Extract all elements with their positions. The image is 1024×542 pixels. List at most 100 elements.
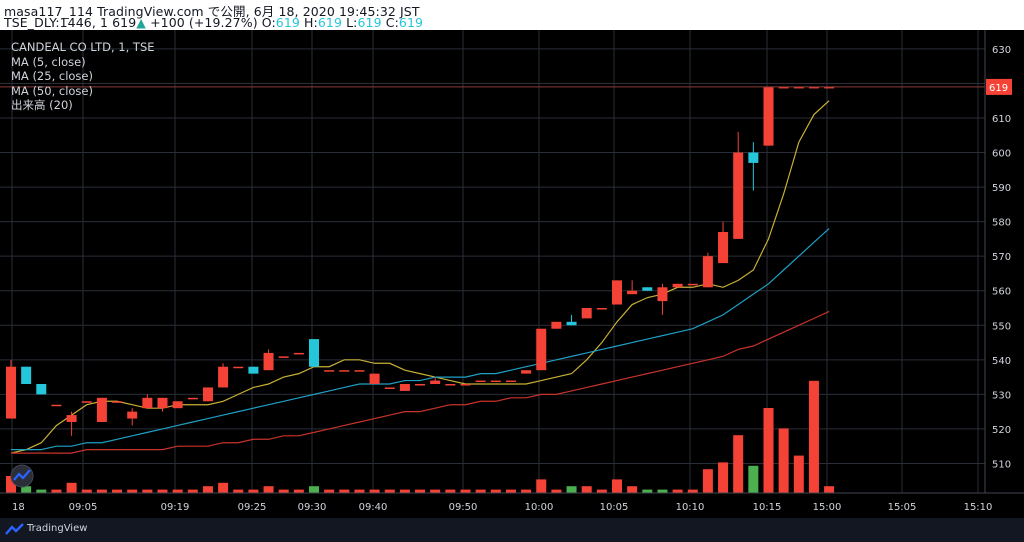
ma-line-3: [11, 310, 830, 454]
time-tick-label: 09:05: [69, 502, 98, 513]
candle-body: [263, 352, 274, 371]
candle-body: [415, 384, 426, 386]
axes: 6306206106005905805705605505405305205106…: [0, 30, 1024, 518]
candle-body: [142, 397, 153, 409]
candlestick-chart[interactable]: 6306206106005905805705605505405305205106…: [0, 30, 1024, 518]
time-tick-label: 18: [12, 502, 25, 513]
volume-bar: [202, 486, 213, 493]
volume-bar: [566, 486, 577, 493]
high-label: H:: [304, 15, 318, 30]
price-tick-label: 530: [992, 390, 1011, 401]
candle-body: [430, 380, 441, 384]
grid: [0, 30, 985, 493]
candle-body: [324, 370, 335, 372]
time-tick-label: 15:00: [813, 502, 842, 513]
price-tick-label: 560: [992, 287, 1011, 298]
candle-body: [475, 380, 486, 383]
legend-ma25: MA (25, close): [11, 69, 93, 84]
price-tick-label: 580: [992, 218, 1011, 229]
close-value: 619: [398, 15, 424, 30]
publish-info: masa117_114 TradingView.com で公開, 6月 18, …: [4, 4, 420, 19]
candle-body: [566, 321, 577, 326]
chart-area[interactable]: 6306206106005905805705605505405305205106…: [0, 30, 1024, 518]
candle-body: [672, 283, 683, 288]
candle-body: [233, 366, 244, 369]
candle-body: [21, 366, 32, 384]
volume-bar: [233, 489, 244, 493]
price-tick-label: 600: [992, 149, 1011, 160]
candle-body: [399, 384, 410, 391]
price-tick-label: 610: [992, 114, 1011, 125]
volume-bar: [536, 479, 547, 493]
volume-bar: [263, 486, 274, 493]
time-tick-label: 10:05: [600, 502, 629, 513]
volume-bar: [6, 476, 16, 493]
candle-body: [824, 86, 835, 89]
time-axis-bg: [0, 493, 1024, 518]
candle-body: [278, 356, 289, 358]
volume-bar: [354, 489, 365, 493]
chart-logo-icon: [10, 464, 34, 488]
candle-body: [521, 370, 532, 374]
high-value: 619: [317, 15, 343, 30]
candle-body: [733, 152, 744, 239]
candle-body: [309, 339, 319, 367]
candle-body: [612, 280, 622, 305]
volume-bar: [657, 489, 668, 493]
time-tick-label: 10:00: [525, 502, 554, 513]
candle-body: [66, 415, 77, 422]
volume-bar: [521, 489, 532, 493]
volume-bar: [551, 489, 562, 493]
candle-body: [581, 308, 592, 319]
volume-bar: [96, 489, 107, 493]
volume-bar: [460, 489, 471, 493]
candle-body: [793, 86, 804, 89]
candle-body: [218, 366, 229, 388]
time-tick-label: 10:10: [676, 502, 705, 513]
volume-bar: [339, 489, 350, 493]
volume-bar: [248, 489, 259, 493]
volume-bar: [51, 489, 62, 493]
last-price-tag: [986, 78, 1012, 95]
candle-body: [369, 373, 380, 384]
chart-legend: CANDEAL CO LTD, 1, TSE MA (5, close) MA …: [11, 40, 155, 113]
volume-bar: [445, 489, 456, 493]
symbol-price: TSE_DLY:1446, 1 619: [4, 15, 137, 30]
candles: [6, 86, 835, 436]
tradingview-logo-icon: [5, 523, 24, 535]
volume-bar: [763, 408, 774, 493]
candle-body: [127, 411, 138, 419]
time-tick-label: 09:30: [298, 502, 327, 513]
volume-bar: [505, 489, 516, 493]
volume-bar: [278, 489, 289, 493]
candle-body: [490, 380, 501, 383]
candle-body: [808, 86, 819, 89]
volume-bar: [733, 435, 744, 493]
volume-bar: [127, 489, 138, 493]
volume-bar: [21, 486, 32, 493]
candle-body: [460, 384, 471, 386]
candle-body: [551, 321, 562, 329]
time-tick-label: 15:05: [888, 502, 917, 513]
volume-bar: [399, 489, 410, 493]
volume-bar: [218, 482, 229, 493]
candle-body: [748, 152, 759, 163]
close-label: C:: [385, 15, 399, 30]
volume-bars: [6, 380, 835, 493]
candle-body: [384, 387, 395, 389]
candle-body: [763, 86, 774, 146]
open-label: O:: [261, 15, 276, 30]
up-arrow-icon: ▲: [136, 15, 146, 30]
candle-body: [718, 232, 729, 264]
volume-bar: [66, 482, 77, 493]
time-tick-label: 15:10: [964, 502, 993, 513]
price-tick-label: 570: [992, 252, 1011, 263]
candle-body: [596, 308, 607, 310]
volume-bar: [596, 489, 607, 493]
time-tick-label: 10:15: [753, 502, 782, 513]
volume-bar: [718, 462, 729, 493]
volume-bar: [642, 489, 653, 493]
time-tick-label: 09:50: [449, 502, 478, 513]
volume-bar: [612, 479, 622, 493]
volume-bar: [187, 489, 198, 493]
